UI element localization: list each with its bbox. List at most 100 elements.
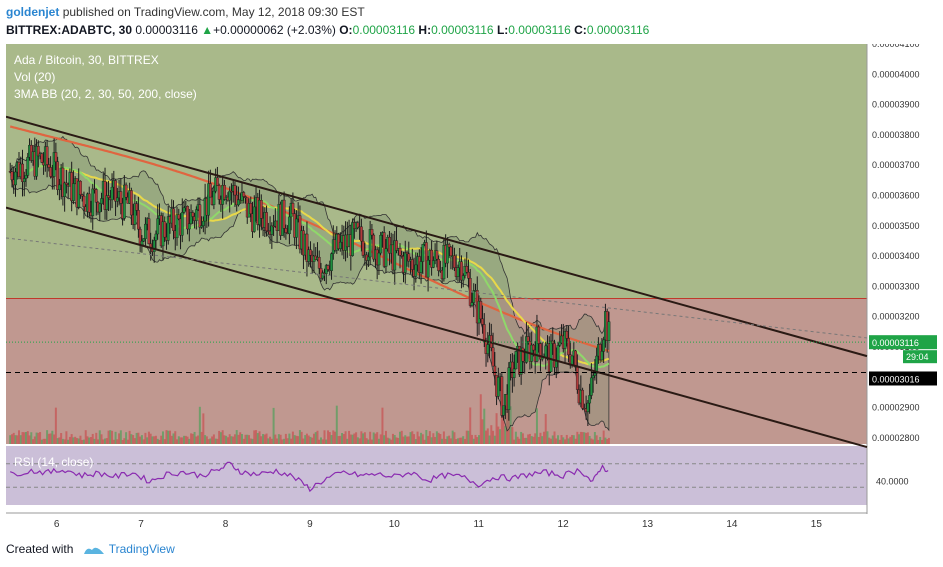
ma-50-line bbox=[9, 164, 610, 366]
candle-body bbox=[115, 197, 119, 202]
footer: Created with TradingView bbox=[6, 542, 175, 556]
volume-bar bbox=[246, 434, 249, 444]
volume-bar bbox=[581, 432, 584, 444]
volume-bar bbox=[305, 433, 308, 444]
volume-bar bbox=[146, 437, 149, 444]
volume-bar bbox=[384, 430, 387, 444]
candle-body bbox=[216, 177, 219, 186]
time-tick-label: 7 bbox=[138, 519, 144, 530]
candle-body bbox=[507, 367, 511, 410]
volume-bar bbox=[456, 438, 459, 444]
tradingview-logo-icon bbox=[83, 547, 104, 554]
volume-bar bbox=[360, 431, 363, 444]
candle-body bbox=[431, 260, 435, 268]
volume-bar bbox=[595, 435, 598, 444]
volume-bar bbox=[455, 439, 458, 444]
volume-bar bbox=[348, 430, 351, 444]
volume-bar bbox=[174, 431, 177, 444]
candle-body bbox=[223, 185, 226, 200]
volume-bar bbox=[349, 434, 352, 444]
volume-bar bbox=[470, 434, 473, 444]
candle-body bbox=[589, 377, 593, 396]
candle-body bbox=[166, 216, 170, 241]
volume-bar bbox=[535, 408, 538, 444]
volume-bar bbox=[492, 430, 495, 444]
candle-body bbox=[56, 161, 60, 190]
volume-bar bbox=[81, 439, 84, 444]
volume-bar bbox=[355, 432, 358, 444]
volume-bar bbox=[144, 432, 147, 444]
volume-bar bbox=[198, 406, 201, 444]
candle-body bbox=[447, 244, 451, 248]
candle-body bbox=[446, 244, 449, 264]
candle-body bbox=[421, 244, 425, 262]
candle-body bbox=[230, 190, 233, 193]
open-label: O: bbox=[339, 23, 353, 37]
volume-bar bbox=[421, 434, 424, 444]
candle-body bbox=[36, 146, 40, 157]
volume-bar bbox=[377, 438, 380, 444]
price-tick-label: 0.00003900 bbox=[872, 100, 920, 110]
volume-bar bbox=[467, 430, 470, 444]
volume-bar bbox=[204, 435, 207, 444]
volume-bar bbox=[291, 431, 294, 444]
volume-bar bbox=[356, 437, 359, 444]
volume-bar bbox=[327, 430, 330, 444]
candle-body bbox=[72, 183, 75, 201]
volume-bar bbox=[16, 435, 19, 444]
channel-lower-line bbox=[6, 206, 868, 448]
volume-bar bbox=[248, 435, 251, 444]
volume-bar bbox=[506, 409, 509, 444]
volume-bar bbox=[607, 437, 610, 444]
chart-area[interactable]: 0.00004100 0.00004000 0.00003900 0.00003800… bbox=[6, 44, 943, 532]
volume-bar bbox=[121, 439, 124, 444]
volume-bar bbox=[51, 430, 54, 444]
time-tick-label: 6 bbox=[54, 519, 60, 530]
candle-body bbox=[244, 196, 247, 198]
volume-bar bbox=[26, 431, 29, 444]
volume-bar bbox=[219, 432, 222, 444]
tradingview-link[interactable]: TradingView bbox=[108, 542, 175, 556]
volume-bar bbox=[53, 434, 56, 444]
volume-bar bbox=[351, 434, 354, 444]
reference-tag bbox=[869, 371, 937, 386]
volume-bar bbox=[300, 431, 303, 444]
candle-body bbox=[107, 195, 110, 198]
countdown-tag bbox=[903, 350, 937, 364]
candle-body bbox=[182, 207, 186, 213]
candle-body bbox=[337, 234, 340, 249]
volume-bar bbox=[65, 431, 68, 444]
volume-bar bbox=[339, 435, 342, 444]
symbol-info: BITTREX:ADABTC, 30 0.00003116 ▲+0.000000… bbox=[6, 23, 649, 37]
volume-bar bbox=[430, 437, 433, 444]
volume-bar bbox=[441, 438, 444, 444]
volume-bar bbox=[342, 433, 345, 444]
volume-bar bbox=[91, 433, 94, 444]
time-tick-label: 15 bbox=[811, 519, 823, 530]
candle-body bbox=[98, 203, 102, 213]
volume-bar bbox=[142, 439, 145, 444]
volume-bar bbox=[105, 438, 108, 444]
volume-bar bbox=[414, 439, 417, 444]
volume-bar bbox=[118, 433, 121, 444]
change-arrow-icon: ▲ bbox=[201, 23, 214, 37]
candle-body bbox=[82, 195, 86, 207]
volume-bar bbox=[358, 438, 361, 444]
publisher-name[interactable]: goldenjet bbox=[6, 5, 60, 19]
volume-bar bbox=[193, 431, 196, 444]
price-tick-label: 0.00003400 bbox=[872, 251, 920, 261]
candle-body bbox=[491, 347, 495, 367]
candle-body bbox=[26, 157, 30, 176]
volume-bar bbox=[507, 408, 510, 444]
volume-bar bbox=[316, 430, 319, 444]
candle-body bbox=[449, 246, 453, 257]
candle-body bbox=[45, 146, 49, 165]
price-chart[interactable]: 0.00004100 0.00004000 0.00003900 0.00003800… bbox=[6, 44, 943, 532]
volume-bar bbox=[269, 436, 272, 444]
candle-body bbox=[581, 389, 584, 409]
candle-body bbox=[379, 234, 383, 254]
volume-bar bbox=[63, 439, 66, 444]
candle-body bbox=[40, 153, 44, 163]
volume-bar bbox=[390, 439, 393, 444]
volume-bar bbox=[560, 435, 563, 444]
